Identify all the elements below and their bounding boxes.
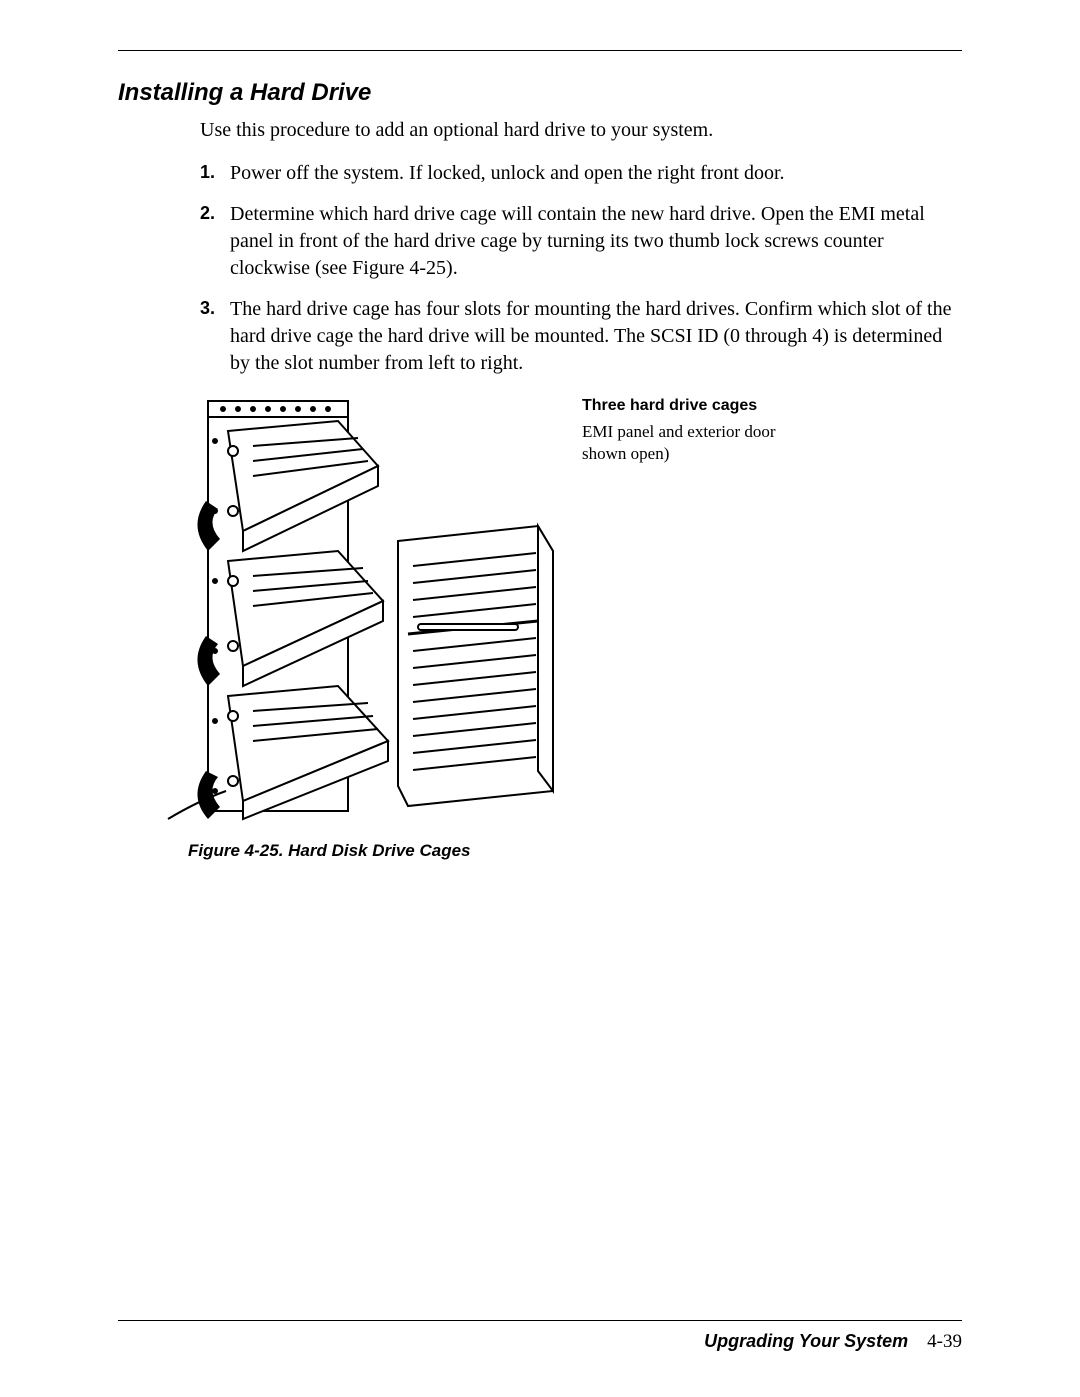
figure-caption: Figure 4-25. Hard Disk Drive Cages	[188, 841, 962, 861]
top-rule	[118, 50, 962, 51]
annotation-subtext: EMI panel and exterior door shown open)	[582, 421, 802, 465]
procedure-step: Power off the system. If locked, unlock …	[200, 160, 962, 187]
procedure-steps: Power off the system. If locked, unlock …	[118, 160, 962, 377]
figure-block: Three hard drive cages EMI panel and ext…	[118, 391, 962, 821]
procedure-step: Determine which hard drive cage will con…	[200, 201, 962, 282]
footer-chapter: Upgrading Your System	[704, 1331, 908, 1351]
bottom-rule	[118, 1320, 962, 1321]
footer-text: Upgrading Your System 4-39	[118, 1331, 962, 1353]
footer-page-number: 4-39	[927, 1331, 962, 1352]
section-heading: Installing a Hard Drive	[118, 79, 962, 107]
page-footer: Upgrading Your System 4-39	[118, 1320, 962, 1353]
hard-drive-cages-illustration	[158, 391, 558, 821]
annotation-title: Three hard drive cages	[582, 397, 802, 415]
figure-annotation: Three hard drive cages EMI panel and ext…	[582, 391, 802, 465]
procedure-step: The hard drive cage has four slots for m…	[200, 296, 962, 377]
document-page: Installing a Hard Drive Use this procedu…	[0, 0, 1080, 1397]
intro-paragraph: Use this procedure to add an optional ha…	[118, 119, 962, 142]
